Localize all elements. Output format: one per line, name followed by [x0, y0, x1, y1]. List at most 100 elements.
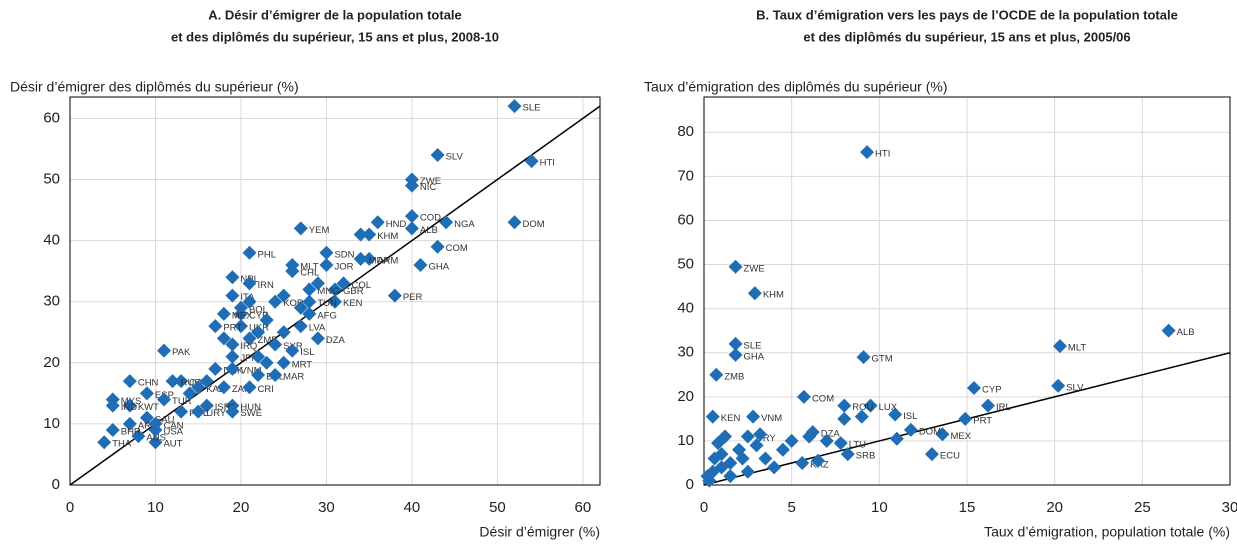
- x-tick-label: 25: [1134, 499, 1151, 516]
- point: [837, 398, 852, 413]
- point: [404, 178, 419, 193]
- point: [740, 464, 755, 479]
- point: [404, 221, 419, 236]
- x-axis-title: Désir d’émigrer (%): [479, 524, 600, 540]
- point: [404, 209, 419, 224]
- point-label: SLE: [523, 103, 541, 114]
- point: [174, 404, 189, 419]
- y-tick-label: 70: [677, 167, 694, 184]
- point-label: VNM: [761, 413, 782, 424]
- point-label: IRL: [996, 402, 1011, 413]
- point-label: ISL: [903, 411, 917, 422]
- point: [97, 435, 112, 450]
- point: [225, 361, 240, 376]
- y-tick-label: 60: [677, 211, 694, 228]
- point-label: COL: [352, 280, 372, 291]
- point-label: SAU: [155, 414, 175, 425]
- point: [225, 337, 240, 352]
- point-label: ROU: [852, 402, 873, 413]
- y-tick-label: 40: [43, 232, 60, 249]
- x-tick-label: 20: [1046, 499, 1063, 516]
- point: [319, 245, 334, 260]
- point-label: RUS: [181, 378, 201, 389]
- point-label: SLV: [1066, 382, 1084, 393]
- plot-frame: [703, 96, 1231, 486]
- point-label: KHM: [763, 290, 784, 301]
- point: [242, 245, 257, 260]
- point: [191, 404, 206, 419]
- point: [157, 392, 172, 407]
- point-label: HTI: [875, 149, 890, 160]
- y-tick-label: 30: [43, 293, 60, 310]
- point: [711, 436, 726, 451]
- point: [856, 350, 871, 365]
- point: [148, 416, 163, 431]
- point: [758, 451, 773, 466]
- y-tick-label: 0: [52, 476, 60, 493]
- point-label: BHR: [121, 427, 141, 438]
- y-tick-label: 40: [677, 300, 694, 317]
- point: [802, 429, 817, 444]
- chart-title: A. Désir d’émigrer de la population tota…: [208, 7, 462, 22]
- point: [746, 409, 761, 424]
- point: [430, 148, 445, 163]
- x-axis-title: Taux d’émigration, population totale (%): [984, 524, 1230, 540]
- point-label: CHN: [138, 378, 159, 389]
- point: [795, 455, 810, 470]
- y-axis-title: Taux d’émigration des diplômés du supéri…: [644, 79, 947, 95]
- point-label: DOM: [919, 426, 941, 437]
- point: [293, 221, 308, 236]
- point: [233, 319, 248, 334]
- point: [208, 319, 223, 334]
- point: [903, 422, 918, 437]
- point-label: ISR*: [215, 402, 235, 413]
- point: [753, 427, 768, 442]
- point-label: CYP: [982, 385, 1002, 396]
- point: [310, 276, 325, 291]
- point-label: CRI: [258, 384, 274, 395]
- point-label: HND: [386, 219, 407, 230]
- point: [251, 349, 266, 364]
- point: [924, 447, 939, 462]
- point-label: PAK: [172, 347, 191, 358]
- point: [225, 270, 240, 285]
- point: [854, 409, 869, 424]
- y-axis-title: Désir d’émigrer des diplômés du supérieu…: [10, 79, 299, 95]
- point-label: ZMB: [258, 335, 278, 346]
- point: [199, 374, 214, 389]
- point-label: SRB: [856, 451, 876, 462]
- y-tick-label: 0: [686, 476, 694, 493]
- point-label: LVA: [309, 323, 326, 334]
- point-label: MRT: [292, 359, 313, 370]
- point: [122, 416, 137, 431]
- point-label: COD: [420, 213, 441, 224]
- point: [709, 367, 724, 382]
- point: [268, 368, 283, 383]
- point: [242, 331, 257, 346]
- x-tick-label: 30: [318, 499, 335, 516]
- point: [268, 337, 283, 352]
- x-tick-label: 30: [1222, 499, 1237, 516]
- point: [122, 398, 137, 413]
- point-label: KAZ: [206, 384, 225, 395]
- point: [810, 453, 825, 468]
- point-label: COM: [812, 393, 834, 404]
- point: [735, 451, 750, 466]
- point-label: AFG: [317, 310, 337, 321]
- point: [302, 306, 317, 321]
- point-label: MYS: [121, 396, 142, 407]
- point: [728, 259, 743, 274]
- point-label: CHL: [300, 268, 319, 279]
- point: [439, 215, 454, 230]
- point: [216, 306, 231, 321]
- point-label: KHM: [377, 231, 398, 242]
- point: [216, 380, 231, 395]
- chart-title: et des diplômés du supérieur, 15 ans et …: [803, 29, 1130, 44]
- point: [833, 436, 848, 451]
- point: [767, 460, 782, 475]
- x-tick-label: 0: [66, 499, 74, 516]
- point-label: TUN: [317, 298, 337, 309]
- point: [293, 300, 308, 315]
- point-label: ZWE: [744, 263, 765, 274]
